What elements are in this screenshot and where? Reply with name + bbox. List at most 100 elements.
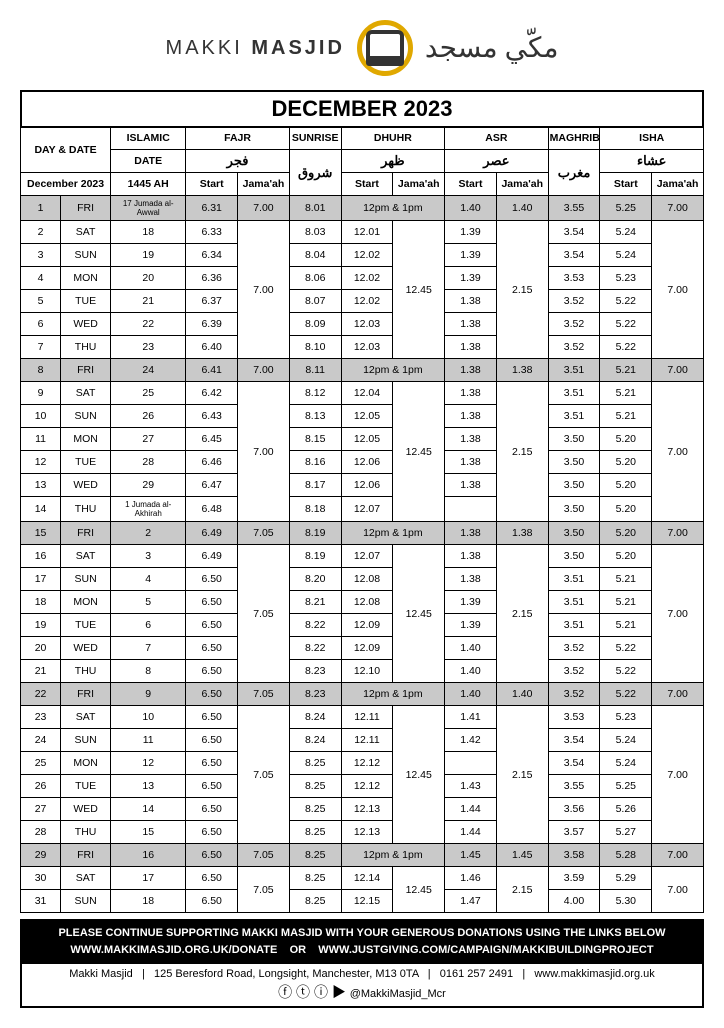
- cell: 6.37: [186, 290, 238, 313]
- cell: 3.54: [548, 244, 600, 267]
- cell: 1.38: [496, 359, 548, 382]
- cell: SAT: [61, 382, 111, 405]
- cell: 1.38: [445, 545, 497, 568]
- cell: FRI: [61, 844, 111, 867]
- table-row: 17SUN46.508.2012.081.383.515.21: [21, 568, 704, 591]
- cell: 12.09: [341, 637, 393, 660]
- cell: 2.15: [496, 545, 548, 683]
- table-row: 29FRI166.507.058.2512pm & 1pm1.451.453.5…: [21, 844, 704, 867]
- cell: 5.24: [600, 729, 652, 752]
- cell: SAT: [61, 545, 111, 568]
- cell: 5.22: [600, 336, 652, 359]
- cell: TUE: [61, 775, 111, 798]
- cell: 5.22: [600, 290, 652, 313]
- table-row: 30SAT176.507.058.2512.1412.451.462.153.5…: [21, 867, 704, 890]
- cell: 18: [21, 591, 61, 614]
- cell: 8.25: [289, 821, 341, 844]
- cell: 12.45: [393, 221, 445, 359]
- cell: WED: [61, 798, 111, 821]
- cell: 5.21: [600, 568, 652, 591]
- cell: 6.49: [186, 522, 238, 545]
- cell: 3.50: [548, 497, 600, 522]
- cell: 7.00: [652, 545, 704, 683]
- cell: 6.40: [186, 336, 238, 359]
- cell: 21: [111, 290, 186, 313]
- cell: 7.00: [238, 382, 290, 522]
- cell: 6.43: [186, 405, 238, 428]
- table-row: 9SAT256.427.008.1212.0412.451.382.153.51…: [21, 382, 704, 405]
- cell: 1: [21, 196, 61, 221]
- table-row: 12TUE286.468.1612.061.383.505.20: [21, 451, 704, 474]
- cell: FRI: [61, 522, 111, 545]
- cell: 7.05: [238, 844, 290, 867]
- cell: 8.12: [289, 382, 341, 405]
- hd-sunrise: SUNRISE: [289, 127, 341, 150]
- cell: MON: [61, 428, 111, 451]
- cell: 6.34: [186, 244, 238, 267]
- cell: 11: [111, 729, 186, 752]
- cell: TUE: [61, 614, 111, 637]
- cell: 8.25: [289, 798, 341, 821]
- hd-monthline: December 2023: [21, 173, 111, 196]
- cell: 12.05: [341, 428, 393, 451]
- cell: 8.13: [289, 405, 341, 428]
- table-row: 1FRI17 Jumada al-Awwal6.317.008.0112pm &…: [21, 196, 704, 221]
- cell: 8.23: [289, 683, 341, 706]
- cell: 23: [111, 336, 186, 359]
- cell: 17: [111, 867, 186, 890]
- cell: 5.27: [600, 821, 652, 844]
- table-row: 31SUN186.508.2512.151.474.005.30: [21, 890, 704, 913]
- cell: 5.22: [600, 637, 652, 660]
- cell: 1.40: [445, 660, 497, 683]
- table-row: 7THU236.408.1012.031.383.525.22: [21, 336, 704, 359]
- cell: 6.49: [186, 545, 238, 568]
- cell: 1.40: [496, 683, 548, 706]
- cell: TUE: [61, 290, 111, 313]
- twitter-icon: ⓣ: [296, 984, 310, 1000]
- cell: 8.15: [289, 428, 341, 451]
- cell: 1.38: [445, 313, 497, 336]
- cell: 8.25: [289, 867, 341, 890]
- cell: 7: [111, 637, 186, 660]
- cell: 12.45: [393, 867, 445, 913]
- cell: THU: [61, 336, 111, 359]
- cell: 5.21: [600, 405, 652, 428]
- hd-start: Start: [341, 173, 393, 196]
- brand-light: MAKKI: [166, 37, 243, 59]
- brand-english: MAKKI MASJID: [166, 37, 345, 60]
- cell: 1.46: [445, 867, 497, 890]
- table-row: 22FRI96.507.058.2312pm & 1pm1.401.403.52…: [21, 683, 704, 706]
- cell: 14: [111, 798, 186, 821]
- cell: 1.39: [445, 614, 497, 637]
- cell: 5.20: [600, 451, 652, 474]
- cell: 12.13: [341, 821, 393, 844]
- table-body: 1FRI17 Jumada al-Awwal6.317.008.0112pm &…: [21, 196, 704, 913]
- cell: THU: [61, 497, 111, 522]
- cell: 18: [111, 890, 186, 913]
- cell: MON: [61, 752, 111, 775]
- hd-fajr: FAJR: [186, 127, 290, 150]
- cell: SUN: [61, 405, 111, 428]
- table-row: 18MON56.508.2112.081.393.515.21: [21, 591, 704, 614]
- cell: 3.59: [548, 867, 600, 890]
- cell: SUN: [61, 729, 111, 752]
- cell: 12.06: [341, 474, 393, 497]
- cell: 7.05: [238, 867, 290, 913]
- cell: WED: [61, 637, 111, 660]
- cell: 28: [21, 821, 61, 844]
- cell: 8.22: [289, 614, 341, 637]
- cell: 1.40: [496, 196, 548, 221]
- cell: 6.42: [186, 382, 238, 405]
- cell: 6.50: [186, 591, 238, 614]
- hd-hijri: 1445 AH: [111, 173, 186, 196]
- cell: 8.18: [289, 497, 341, 522]
- cell: 3.51: [548, 614, 600, 637]
- cell: MON: [61, 267, 111, 290]
- cell: 22: [21, 683, 61, 706]
- cell: 7.00: [652, 844, 704, 867]
- cell: FRI: [61, 196, 111, 221]
- cell: 1.45: [496, 844, 548, 867]
- cell: 9: [21, 382, 61, 405]
- cell: 10: [111, 706, 186, 729]
- table-row: 27WED146.508.2512.131.443.565.26: [21, 798, 704, 821]
